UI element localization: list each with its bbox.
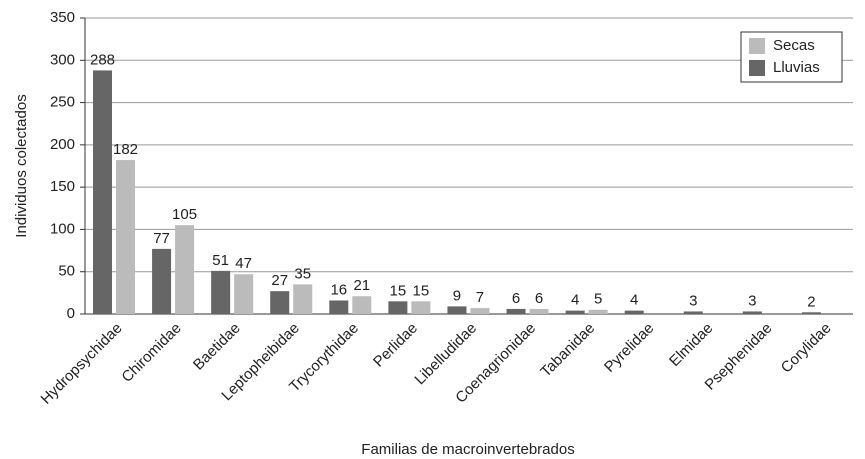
value-label: 77 — [153, 230, 170, 247]
value-label: 51 — [212, 252, 229, 269]
value-label: 47 — [235, 255, 252, 272]
value-label: 3 — [689, 292, 697, 309]
bar — [175, 225, 195, 314]
x-tick-label: Elmidae — [666, 320, 716, 370]
bar — [447, 306, 467, 314]
bar — [565, 310, 585, 314]
bar — [352, 296, 372, 314]
x-tick-label: Baetidae — [190, 320, 244, 374]
y-tick-label: 0 — [67, 305, 75, 322]
value-label: 21 — [353, 277, 370, 294]
bar — [388, 301, 408, 314]
legend-label: Secas — [773, 37, 815, 54]
y-tick-label: 100 — [50, 220, 75, 237]
bar — [116, 160, 135, 314]
y-axis-label: Individuos colectados — [13, 94, 30, 237]
value-label: 105 — [172, 206, 197, 223]
x-tick-label: Chiromidae — [118, 320, 184, 386]
value-label: 5 — [594, 291, 602, 308]
bar — [801, 312, 821, 314]
y-tick-label: 300 — [50, 51, 75, 68]
value-label: 7 — [476, 289, 484, 306]
value-label: 3 — [748, 292, 756, 309]
value-label: 4 — [630, 292, 638, 309]
value-label: 4 — [571, 292, 579, 309]
y-tick-label: 350 — [50, 9, 75, 26]
bar — [211, 270, 231, 314]
bar — [588, 309, 608, 314]
bar — [93, 70, 112, 314]
x-tick-label: Pyrelidae — [601, 320, 657, 376]
value-label: 182 — [113, 141, 138, 158]
legend-swatch — [749, 38, 765, 54]
y-tick-label: 250 — [50, 94, 75, 111]
x-tick-label: Tabanidae — [537, 320, 598, 381]
bar — [329, 300, 349, 314]
bar — [529, 308, 549, 314]
value-label: 6 — [535, 290, 543, 307]
legend-swatch — [749, 60, 765, 76]
bar — [470, 308, 490, 314]
value-label: 15 — [413, 282, 430, 299]
bar — [270, 291, 290, 314]
y-tick-label: 200 — [50, 136, 75, 153]
value-label: 288 — [90, 51, 115, 68]
bar — [742, 311, 762, 314]
value-label: 16 — [330, 281, 347, 298]
value-label: 6 — [512, 290, 520, 307]
legend-label: Lluvias — [773, 59, 820, 76]
x-axis-label: Familias de macroinvertebrados — [361, 441, 574, 458]
bar — [624, 310, 644, 314]
value-label: 9 — [453, 287, 461, 304]
bar — [506, 308, 526, 314]
bar — [683, 311, 703, 314]
x-tick-label: Hydropsychidae — [38, 320, 126, 408]
value-label: 35 — [294, 265, 311, 282]
x-tick-label: Corylidae — [778, 320, 835, 377]
value-label: 15 — [390, 282, 407, 299]
bar — [293, 284, 313, 314]
y-tick-label: 50 — [58, 263, 75, 280]
x-tick-label: Perlidae — [370, 320, 421, 371]
value-label: 27 — [271, 272, 288, 289]
bar — [411, 301, 431, 314]
bar — [234, 274, 254, 314]
y-tick-label: 150 — [50, 178, 75, 195]
bar — [152, 248, 172, 314]
value-label: 2 — [807, 293, 815, 310]
